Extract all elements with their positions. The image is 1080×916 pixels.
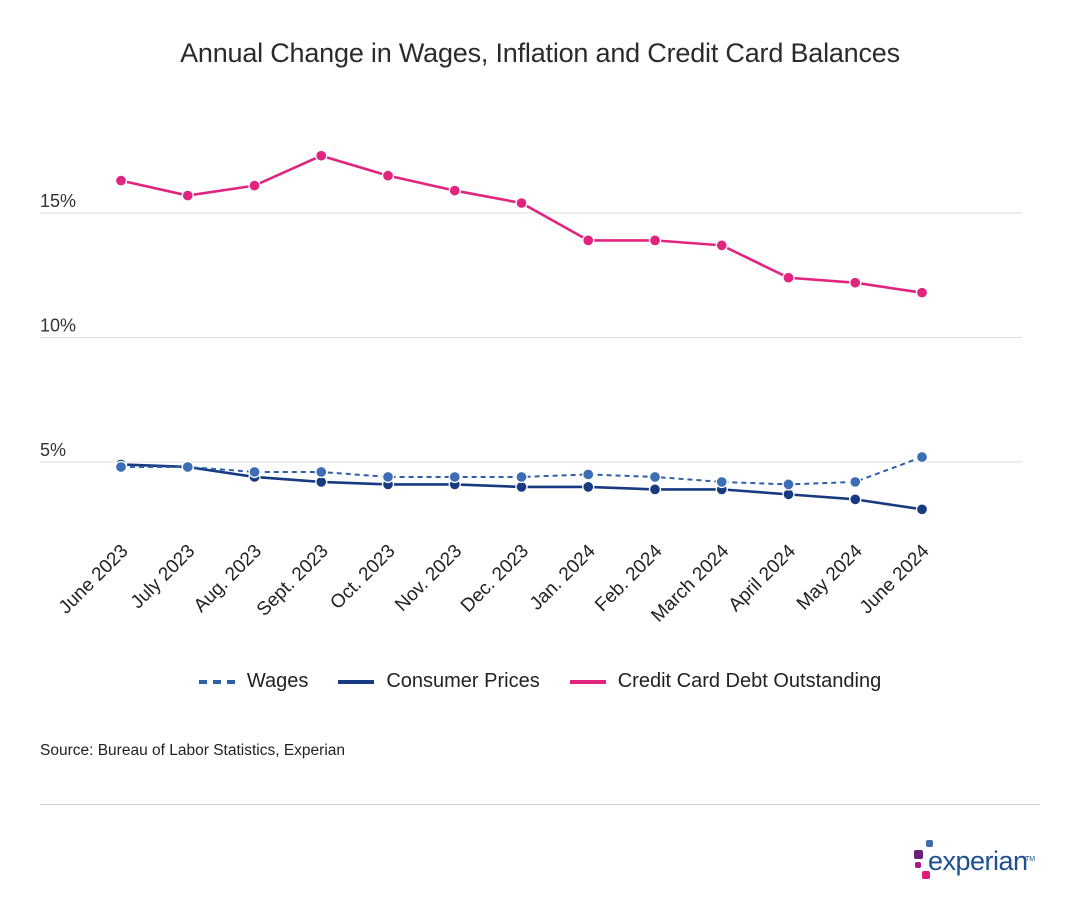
data-point-wages: [782, 478, 795, 491]
data-point-consumer-prices: [915, 503, 929, 516]
x-tick-label: Oct. 2023: [326, 541, 399, 614]
data-point-wages: [515, 470, 528, 484]
data-point-credit-card-debt-outstanding: [315, 149, 328, 162]
logo-dot: [914, 850, 923, 859]
legend-swatch-credit-card-debt: [569, 679, 606, 684]
x-tick-label: Dec. 2023: [457, 541, 533, 617]
legend-swatch-wages: [198, 679, 235, 684]
logo-trademark: TM: [1025, 856, 1036, 863]
y-axis-ticks: 5% 10% 15%: [40, 191, 76, 460]
logo-dot: [922, 871, 930, 879]
y-tick-label: 15%: [40, 191, 76, 211]
data-point-wages: [114, 460, 128, 474]
x-tick-label: Sept. 2023: [253, 541, 333, 621]
data-point-credit-card-debt-outstanding: [515, 196, 528, 210]
x-tick-label: Jan. 2024: [526, 540, 600, 614]
legend-item-credit-card-debt: Credit Card Debt Outstanding: [569, 670, 882, 693]
experian-logo: experian TM: [912, 838, 1042, 882]
data-point-credit-card-debt-outstanding: [849, 276, 862, 289]
data-point-wages: [915, 450, 929, 464]
data-point-credit-card-debt-outstanding: [582, 234, 595, 247]
data-point-credit-card-debt-outstanding: [448, 184, 461, 197]
legend-item-wages: Wages: [198, 670, 309, 693]
data-point-credit-card-debt-outstanding: [248, 179, 261, 192]
x-tick-label: April 2024: [725, 540, 801, 616]
data-point-wages: [849, 475, 862, 489]
data-point-credit-card-debt-outstanding: [114, 174, 128, 187]
data-point-credit-card-debt-outstanding: [915, 286, 929, 299]
x-tick-label: July 2023: [127, 541, 199, 613]
data-point-wages: [648, 470, 662, 484]
data-point-consumer-prices: [849, 493, 862, 506]
data-point-wages: [381, 470, 395, 484]
legend-label-credit-card-debt: Credit Card Debt Outstanding: [617, 670, 882, 692]
data-point-credit-card-debt-outstanding: [648, 234, 662, 247]
legend: Wages Consumer Prices Credit Card Debt O…: [0, 670, 1080, 693]
x-tick-label: Nov. 2023: [391, 541, 466, 616]
data-point-wages: [448, 470, 461, 484]
x-tick-label: June 2024: [856, 540, 934, 618]
data-point-consumer-prices: [582, 480, 595, 494]
data-point-credit-card-debt-outstanding: [181, 189, 194, 202]
data-point-credit-card-debt-outstanding: [381, 169, 395, 182]
series-line-credit-card-debt-outstanding: [120, 154, 923, 294]
series-points: [114, 149, 929, 516]
y-tick-label: 5%: [40, 440, 66, 460]
data-point-credit-card-debt-outstanding: [782, 271, 795, 284]
chart-title: Annual Change in Wages, Inflation and Cr…: [180, 38, 900, 68]
logo-dot: [926, 840, 933, 847]
gridlines: [40, 212, 1022, 463]
y-tick-label: 10%: [40, 316, 76, 336]
data-point-wages: [248, 465, 261, 479]
data-point-consumer-prices: [648, 483, 662, 496]
divider: [40, 804, 1040, 805]
logo-wordmark: experian: [928, 846, 1028, 876]
data-point-wages: [582, 468, 595, 481]
x-tick-label: June 2023: [55, 541, 133, 619]
legend-label-consumer-prices: Consumer Prices: [386, 670, 540, 692]
source-note: Source: Bureau of Labor Statistics, Expe…: [40, 742, 345, 759]
data-point-credit-card-debt-outstanding: [715, 239, 728, 252]
legend-item-consumer-prices: Consumer Prices: [338, 670, 540, 693]
legend-label-wages: Wages: [246, 670, 309, 692]
data-point-wages: [181, 460, 194, 474]
data-point-wages: [715, 475, 728, 489]
data-point-wages: [315, 465, 328, 479]
legend-swatch-consumer-prices: [338, 679, 375, 684]
logo-dot: [915, 862, 921, 868]
